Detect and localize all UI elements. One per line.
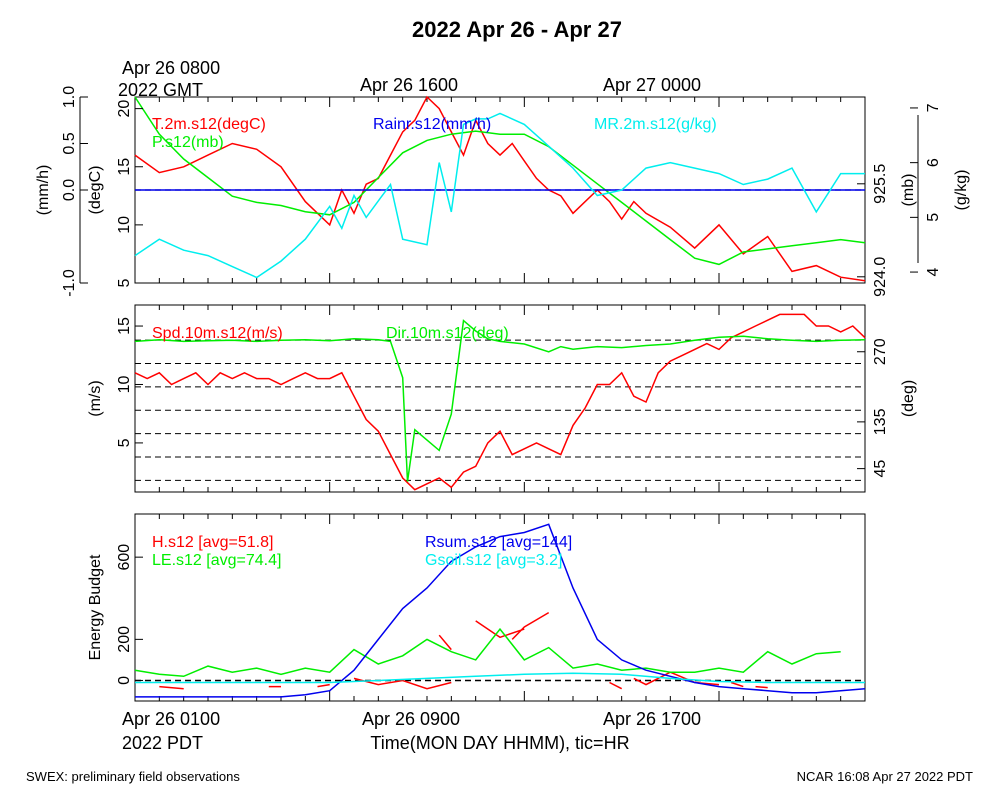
series-line — [134, 627, 841, 678]
series-1-0 — [134, 313, 866, 491]
x-axis-label: Time(MON DAY HHMM), tic=HR — [370, 733, 629, 753]
series-0-1 — [134, 96, 866, 266]
series-line — [134, 319, 866, 482]
legend-entry: MR.2m.s12(g/kg) — [594, 116, 717, 133]
y-tick-label: 600 — [116, 544, 133, 571]
bottom-time-label-1b: 2022 PDT — [122, 733, 203, 753]
series-1-1 — [134, 319, 866, 482]
y-tick-label-right: 270 — [872, 338, 889, 365]
y-axis-label: (degC) — [87, 166, 104, 215]
y-tick-label: 1.0 — [61, 86, 78, 108]
series-0-0 — [134, 95, 866, 282]
y-tick-label-right: 5 — [925, 213, 942, 222]
y-axis-label: Energy Budget — [87, 554, 104, 660]
y-tick-label-right: 135 — [872, 408, 889, 435]
plot-area: -1.0 0.0 0.5 1.0 (mm/h) 5 10 15 20 (degC) 924.0 925… — [35, 86, 970, 702]
top-time-label-2: Apr 26 1600 — [360, 75, 458, 95]
y-tick-label: 15 — [116, 158, 133, 176]
y-tick-label: 200 — [116, 626, 133, 653]
y-tick-label-right: 6 — [925, 158, 942, 167]
y-tick-label-right: 924.0 — [872, 257, 889, 297]
y-tick-label: 20 — [116, 100, 133, 118]
y-axis-label: (mm/h) — [35, 165, 52, 216]
y-tick-label: 15 — [116, 317, 133, 335]
y-tick-label: 5 — [116, 278, 133, 287]
top-time-label-3: Apr 27 0000 — [603, 75, 701, 95]
footer-left: SWEX: preliminary field observations — [26, 769, 240, 784]
series-2-1 — [134, 627, 841, 678]
legend-entry: T.2m.s12(degC) — [152, 116, 266, 133]
y-tick-label: -1.0 — [61, 269, 78, 297]
series-line — [134, 95, 866, 282]
series-2-3 — [135, 672, 865, 684]
footer-right: NCAR 16:08 Apr 27 2022 PDT — [797, 769, 973, 784]
bottom-time-label-2: Apr 26 0900 — [362, 709, 460, 729]
y-tick-label: 10 — [116, 375, 133, 393]
legend-entry: P.s12(mb) — [152, 134, 224, 151]
y-tick-label: 0.0 — [61, 179, 78, 201]
top-time-label-1b: 2022 GMT — [118, 80, 203, 100]
series-0-3 — [134, 112, 865, 279]
series-line — [134, 112, 865, 279]
legend-entry: Dir.10m.s12(deg) — [386, 325, 509, 342]
series-2-2 — [135, 523, 866, 698]
y-tick-label: 5 — [116, 438, 133, 447]
series-line — [135, 523, 866, 698]
y-axis-label-right: (mb) — [900, 174, 917, 207]
legend-entry: Rainr.s12(mm/h) — [373, 116, 491, 133]
y-tick-label-right: 4 — [925, 268, 942, 277]
chart-title: 2022 Apr 26 - Apr 27 — [412, 17, 622, 42]
y-tick-label-right: 925.5 — [872, 164, 889, 204]
series-line — [135, 672, 865, 684]
y-axis-label-right: (deg) — [900, 380, 917, 417]
y-tick-label-right: 7 — [925, 103, 942, 112]
top-time-label-1: Apr 26 0800 — [122, 58, 220, 78]
bottom-time-label-1: Apr 26 0100 — [122, 709, 220, 729]
series-line — [134, 313, 866, 491]
y-tick-label: 0.5 — [61, 132, 78, 154]
legend-entry: LE.s12 [avg=74.4] — [152, 552, 281, 569]
y-tick-label: 10 — [116, 216, 133, 234]
y-tick-label-right: 45 — [872, 460, 889, 478]
legend-entry: Gsoil.s12 [avg=3.2] — [425, 552, 562, 569]
y-axis-label-right: (g/kg) — [953, 170, 970, 211]
legend-entry: H.s12 [avg=51.8] — [152, 534, 273, 551]
legend-entry: Rsum.s12 [avg=144] — [425, 534, 572, 551]
series-line — [134, 96, 866, 266]
legend-entry: Spd.10m.s12(m/s) — [152, 325, 283, 342]
y-axis-label: (m/s) — [87, 380, 104, 416]
bottom-time-label-3: Apr 26 1700 — [603, 709, 701, 729]
y-tick-label: 0 — [116, 676, 133, 685]
